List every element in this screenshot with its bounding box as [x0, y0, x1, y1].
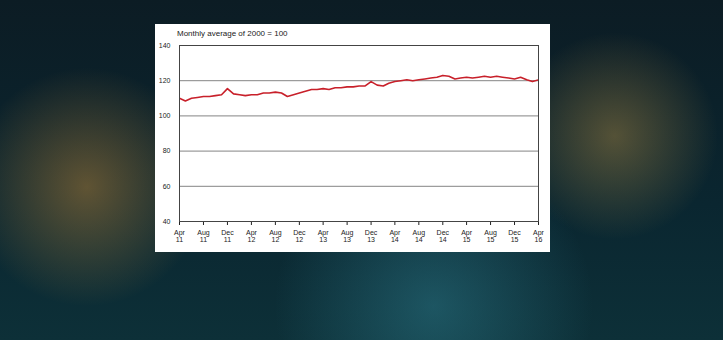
svg-text:Aug12: Aug12 [269, 229, 282, 243]
html-text:Monthly average of 2000 = 100: Monthly average of 2000 = 100 [177, 29, 288, 38]
svg-text:Apr12: Apr12 [246, 229, 258, 243]
svg-text:120: 120 [159, 77, 171, 84]
svg-text:Dec11: Dec11 [221, 229, 234, 243]
svg-text:Apr13: Apr13 [318, 229, 330, 243]
svg-text:Dec14: Dec14 [437, 229, 450, 243]
svg-text:80: 80 [163, 147, 171, 154]
svg-text:Apr15: Apr15 [461, 229, 473, 243]
svg-text:Apr11: Apr11 [174, 229, 186, 243]
svg-text:Apr16: Apr16 [533, 229, 545, 243]
svg-text:Aug14: Aug14 [413, 229, 426, 243]
svg-text:40: 40 [163, 218, 171, 225]
svg-text:Aug13: Aug13 [341, 229, 354, 243]
svg-text:100: 100 [159, 112, 171, 119]
svg-text:140: 140 [159, 42, 171, 49]
svg-text:Dec12: Dec12 [293, 229, 306, 243]
svg-text:Aug15: Aug15 [484, 229, 497, 243]
svg-text:60: 60 [163, 183, 171, 190]
svg-text:Aug11: Aug11 [197, 229, 210, 243]
svg-text:Dec13: Dec13 [365, 229, 378, 243]
svg-text:Apr14: Apr14 [389, 229, 401, 243]
svg-text:Dec15: Dec15 [508, 229, 521, 243]
